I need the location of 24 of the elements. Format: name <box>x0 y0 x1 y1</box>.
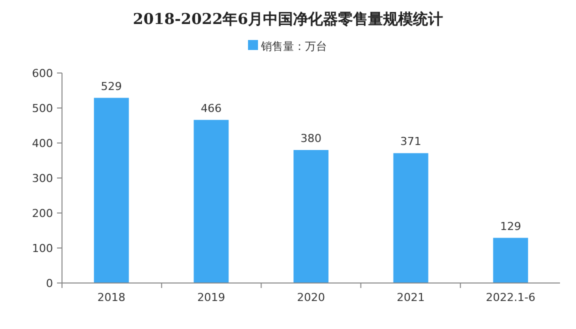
x-tick-label: 2019 <box>197 291 226 304</box>
legend-label: 销售量：万台 <box>260 40 327 53</box>
x-tick-label: 2022.1-6 <box>486 291 536 304</box>
y-tick-label: 200 <box>32 206 53 220</box>
x-tick-label: 2020 <box>297 291 325 304</box>
y-tick-label: 100 <box>32 242 53 255</box>
chart-title: 2018-2022年6月中国净化器零售量规模统计 <box>132 10 444 28</box>
data-label: 466 <box>200 102 222 115</box>
y-tick-label: 400 <box>32 136 53 150</box>
y-tick-label: 300 <box>32 172 53 185</box>
data-label: 371 <box>400 135 422 148</box>
data-label: 380 <box>300 132 322 145</box>
bar <box>94 98 129 283</box>
y-tick-label: 500 <box>32 102 53 115</box>
y-tick-label: 0 <box>46 276 53 290</box>
bar <box>393 153 428 283</box>
x-tick-label: 2021 <box>396 291 425 304</box>
bar <box>294 150 328 283</box>
bar <box>194 120 229 283</box>
bar <box>493 238 528 283</box>
y-tick-label: 600 <box>32 66 53 80</box>
data-label: 529 <box>100 80 122 93</box>
x-tick-label: 2018 <box>97 291 126 304</box>
data-label: 129 <box>500 220 522 233</box>
